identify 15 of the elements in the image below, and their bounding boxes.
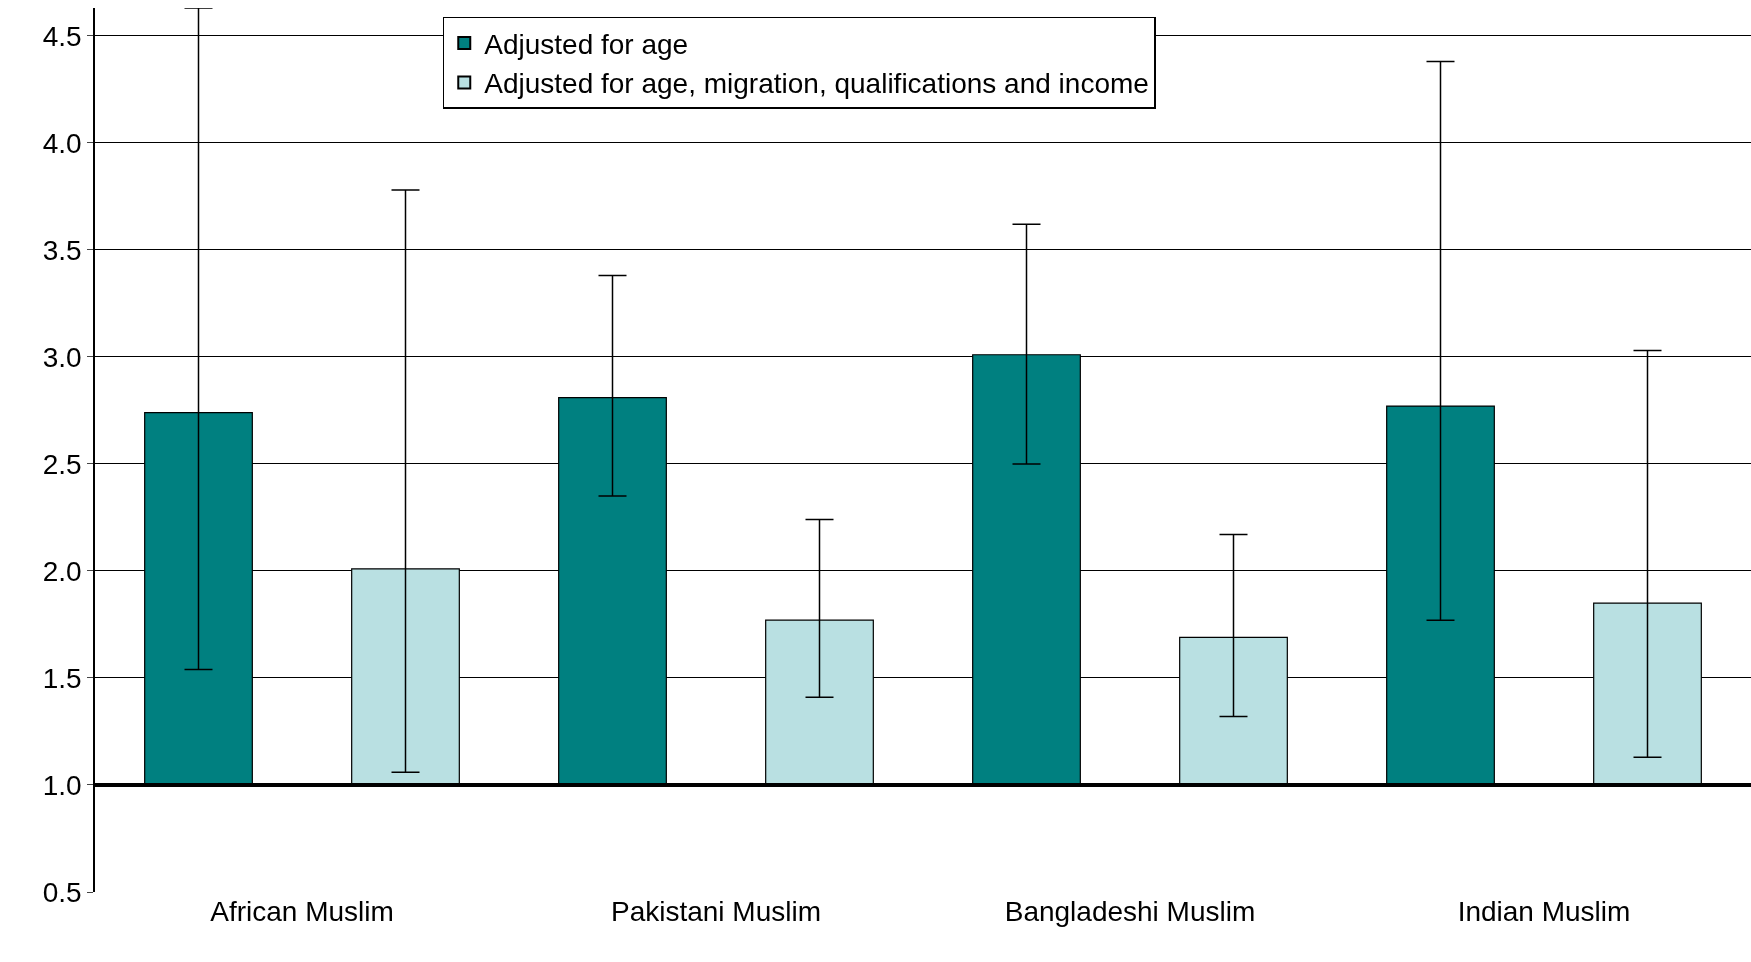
y-tick-label: 0.5: [42, 876, 82, 908]
y-tick-label: 4.0: [42, 127, 82, 159]
y-tick-label: 3.5: [42, 234, 82, 266]
legend-label: Adjusted for age, migration, qualifications and income: [484, 68, 1149, 100]
y-tick-label: 2.5: [42, 448, 82, 480]
y-tick-label: 2.0: [42, 555, 82, 587]
y-tick-label: 4.5: [42, 20, 82, 52]
y-tick-label: 1.0: [42, 769, 82, 801]
x-tick-label: Indian Muslim: [1457, 896, 1631, 927]
legend-label: Adjusted for age: [484, 28, 689, 60]
y-tick-label: 3.0: [42, 341, 82, 373]
x-tick-label: African Muslim: [210, 896, 394, 927]
y-tick-label: 1.5: [42, 662, 82, 694]
x-tick-label: Bangladeshi Muslim: [1004, 896, 1256, 927]
x-tick-label: Pakistani Muslim: [610, 896, 822, 927]
